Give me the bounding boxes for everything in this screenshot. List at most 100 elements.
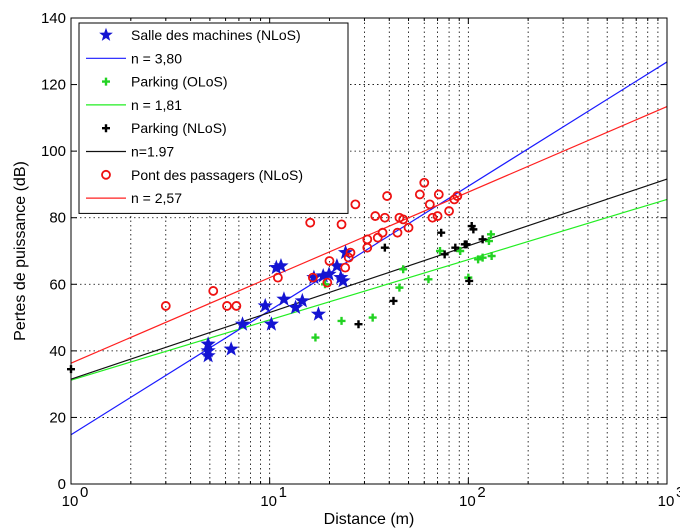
data-point-series-2: [311, 333, 320, 342]
fit-line-5: [70, 178, 668, 380]
data-point-series-6: [424, 199, 435, 210]
data-point-series-0: [333, 269, 349, 285]
legend-box: [78, 22, 349, 214]
data-point-series-0: [329, 257, 345, 273]
y-tick-label: 60: [49, 276, 66, 293]
data-point-series-2: [399, 265, 408, 274]
data-point-series-6: [305, 217, 316, 228]
legend-label-5: n=1.97: [131, 144, 174, 160]
data-point-series-6: [427, 212, 438, 223]
x-tick-label-exponent: 2: [477, 484, 485, 501]
legend-label-0: Salle des machines (NLoS): [131, 27, 301, 43]
x-axis-label: Distance (m): [324, 511, 415, 528]
data-point-series-6: [340, 262, 351, 273]
data-point-series-6: [160, 301, 171, 311]
data-point-series-6: [382, 191, 392, 201]
data-point-series-6: [336, 219, 347, 230]
data-point-series-6: [444, 206, 454, 216]
data-point-series-2: [368, 313, 377, 322]
data-point-series-6: [370, 211, 381, 221]
data-point-series-0: [200, 347, 216, 363]
data-point-series-6: [350, 199, 361, 210]
x-tick-label-exponent: 0: [80, 484, 88, 501]
plot-frame: [70, 17, 668, 485]
y-axis-label: Pertes de puissance (dB): [12, 161, 29, 341]
data-point-series-2: [435, 247, 444, 255]
data-point-series-6: [272, 272, 283, 283]
data-point-series-6: [419, 177, 430, 188]
data-point-series-0: [337, 244, 354, 260]
x-tick-label: 10: [658, 493, 675, 510]
data-point-series-6: [403, 222, 414, 233]
data-point-series-0: [263, 316, 279, 331]
tick-labels: 020406080100120140100101102103: [41, 10, 680, 510]
y-tick-label: 80: [49, 210, 66, 227]
legend-marker-2: [102, 77, 110, 86]
fit-lines: [70, 61, 668, 436]
data-point-series-6: [322, 277, 333, 288]
data-point-series-0: [273, 257, 289, 273]
data-point-series-4: [380, 243, 389, 252]
data-point-series-6: [208, 286, 219, 296]
data-point-series-0: [315, 267, 331, 283]
data-point-series-6: [432, 211, 443, 221]
legend-label-4: Parking (NLoS): [131, 120, 227, 136]
x-tick-label-exponent: 1: [279, 484, 287, 501]
data-point-series-6: [307, 272, 318, 283]
fit-line-1: [70, 61, 668, 436]
data-point-series-2: [484, 237, 493, 246]
legend-entries: Salle des machines (NLoS) n = 3,80 Parking…: [86, 27, 303, 206]
legend-label-7: n = 2,57: [131, 190, 182, 206]
data-point-series-0: [310, 306, 327, 321]
data-point-series-0: [257, 297, 273, 313]
data-point-series-0: [200, 336, 216, 351]
legend-marker-4: [102, 124, 110, 133]
data-points: [67, 177, 496, 374]
data-point-series-4: [451, 243, 460, 252]
data-point-series-4: [462, 240, 471, 249]
data-point-series-6: [222, 301, 232, 311]
fit-line-3: [70, 198, 668, 381]
legend-marker-0: [99, 27, 113, 41]
data-point-series-4: [478, 235, 487, 244]
data-point-series-6: [379, 212, 390, 223]
legend-label-3: n = 1,81: [131, 97, 182, 113]
data-point-series-4: [354, 320, 363, 329]
data-point-series-0: [276, 291, 292, 306]
data-point-series-4: [469, 225, 478, 234]
y-tick-label: 0: [58, 476, 66, 493]
data-point-series-0: [335, 272, 351, 288]
data-point-series-4: [440, 250, 449, 259]
data-point-series-6: [362, 234, 373, 245]
legend-label-2: Parking (OLoS): [131, 74, 227, 90]
x-tick-label: 10: [459, 493, 476, 510]
axis-ticks: [70, 17, 668, 485]
data-point-series-4: [465, 276, 474, 285]
data-point-series-2: [487, 251, 496, 260]
data-point-series-0: [268, 259, 284, 275]
data-point-series-0: [321, 266, 337, 281]
data-point-series-2: [395, 283, 404, 292]
legend-marker-6: [101, 169, 111, 180]
data-point-series-6: [433, 189, 444, 200]
legend-label-1: n = 3,80: [131, 50, 182, 66]
data-point-series-6: [343, 252, 354, 263]
x-tick-label: 10: [260, 493, 277, 510]
legend-label-6: Pont des passagers (NLoS): [131, 167, 303, 183]
data-point-series-0: [200, 342, 216, 358]
data-point-series-2: [456, 247, 465, 255]
legend: Salle des machines (NLoS) n = 3,80 Parking…: [78, 22, 349, 214]
data-point-series-2: [424, 275, 433, 284]
y-tick-label: 140: [41, 10, 66, 27]
data-point-series-0: [223, 341, 239, 356]
data-point-series-0: [234, 316, 251, 331]
data-point-series-2: [486, 230, 495, 239]
data-point-series-6: [345, 247, 356, 258]
y-tick-label: 40: [49, 343, 66, 360]
y-tick-label: 120: [41, 77, 66, 94]
data-point-series-0: [294, 292, 310, 308]
data-point-series-6: [414, 189, 425, 200]
x-tick-label: 10: [62, 493, 79, 510]
data-point-series-6: [392, 227, 403, 238]
